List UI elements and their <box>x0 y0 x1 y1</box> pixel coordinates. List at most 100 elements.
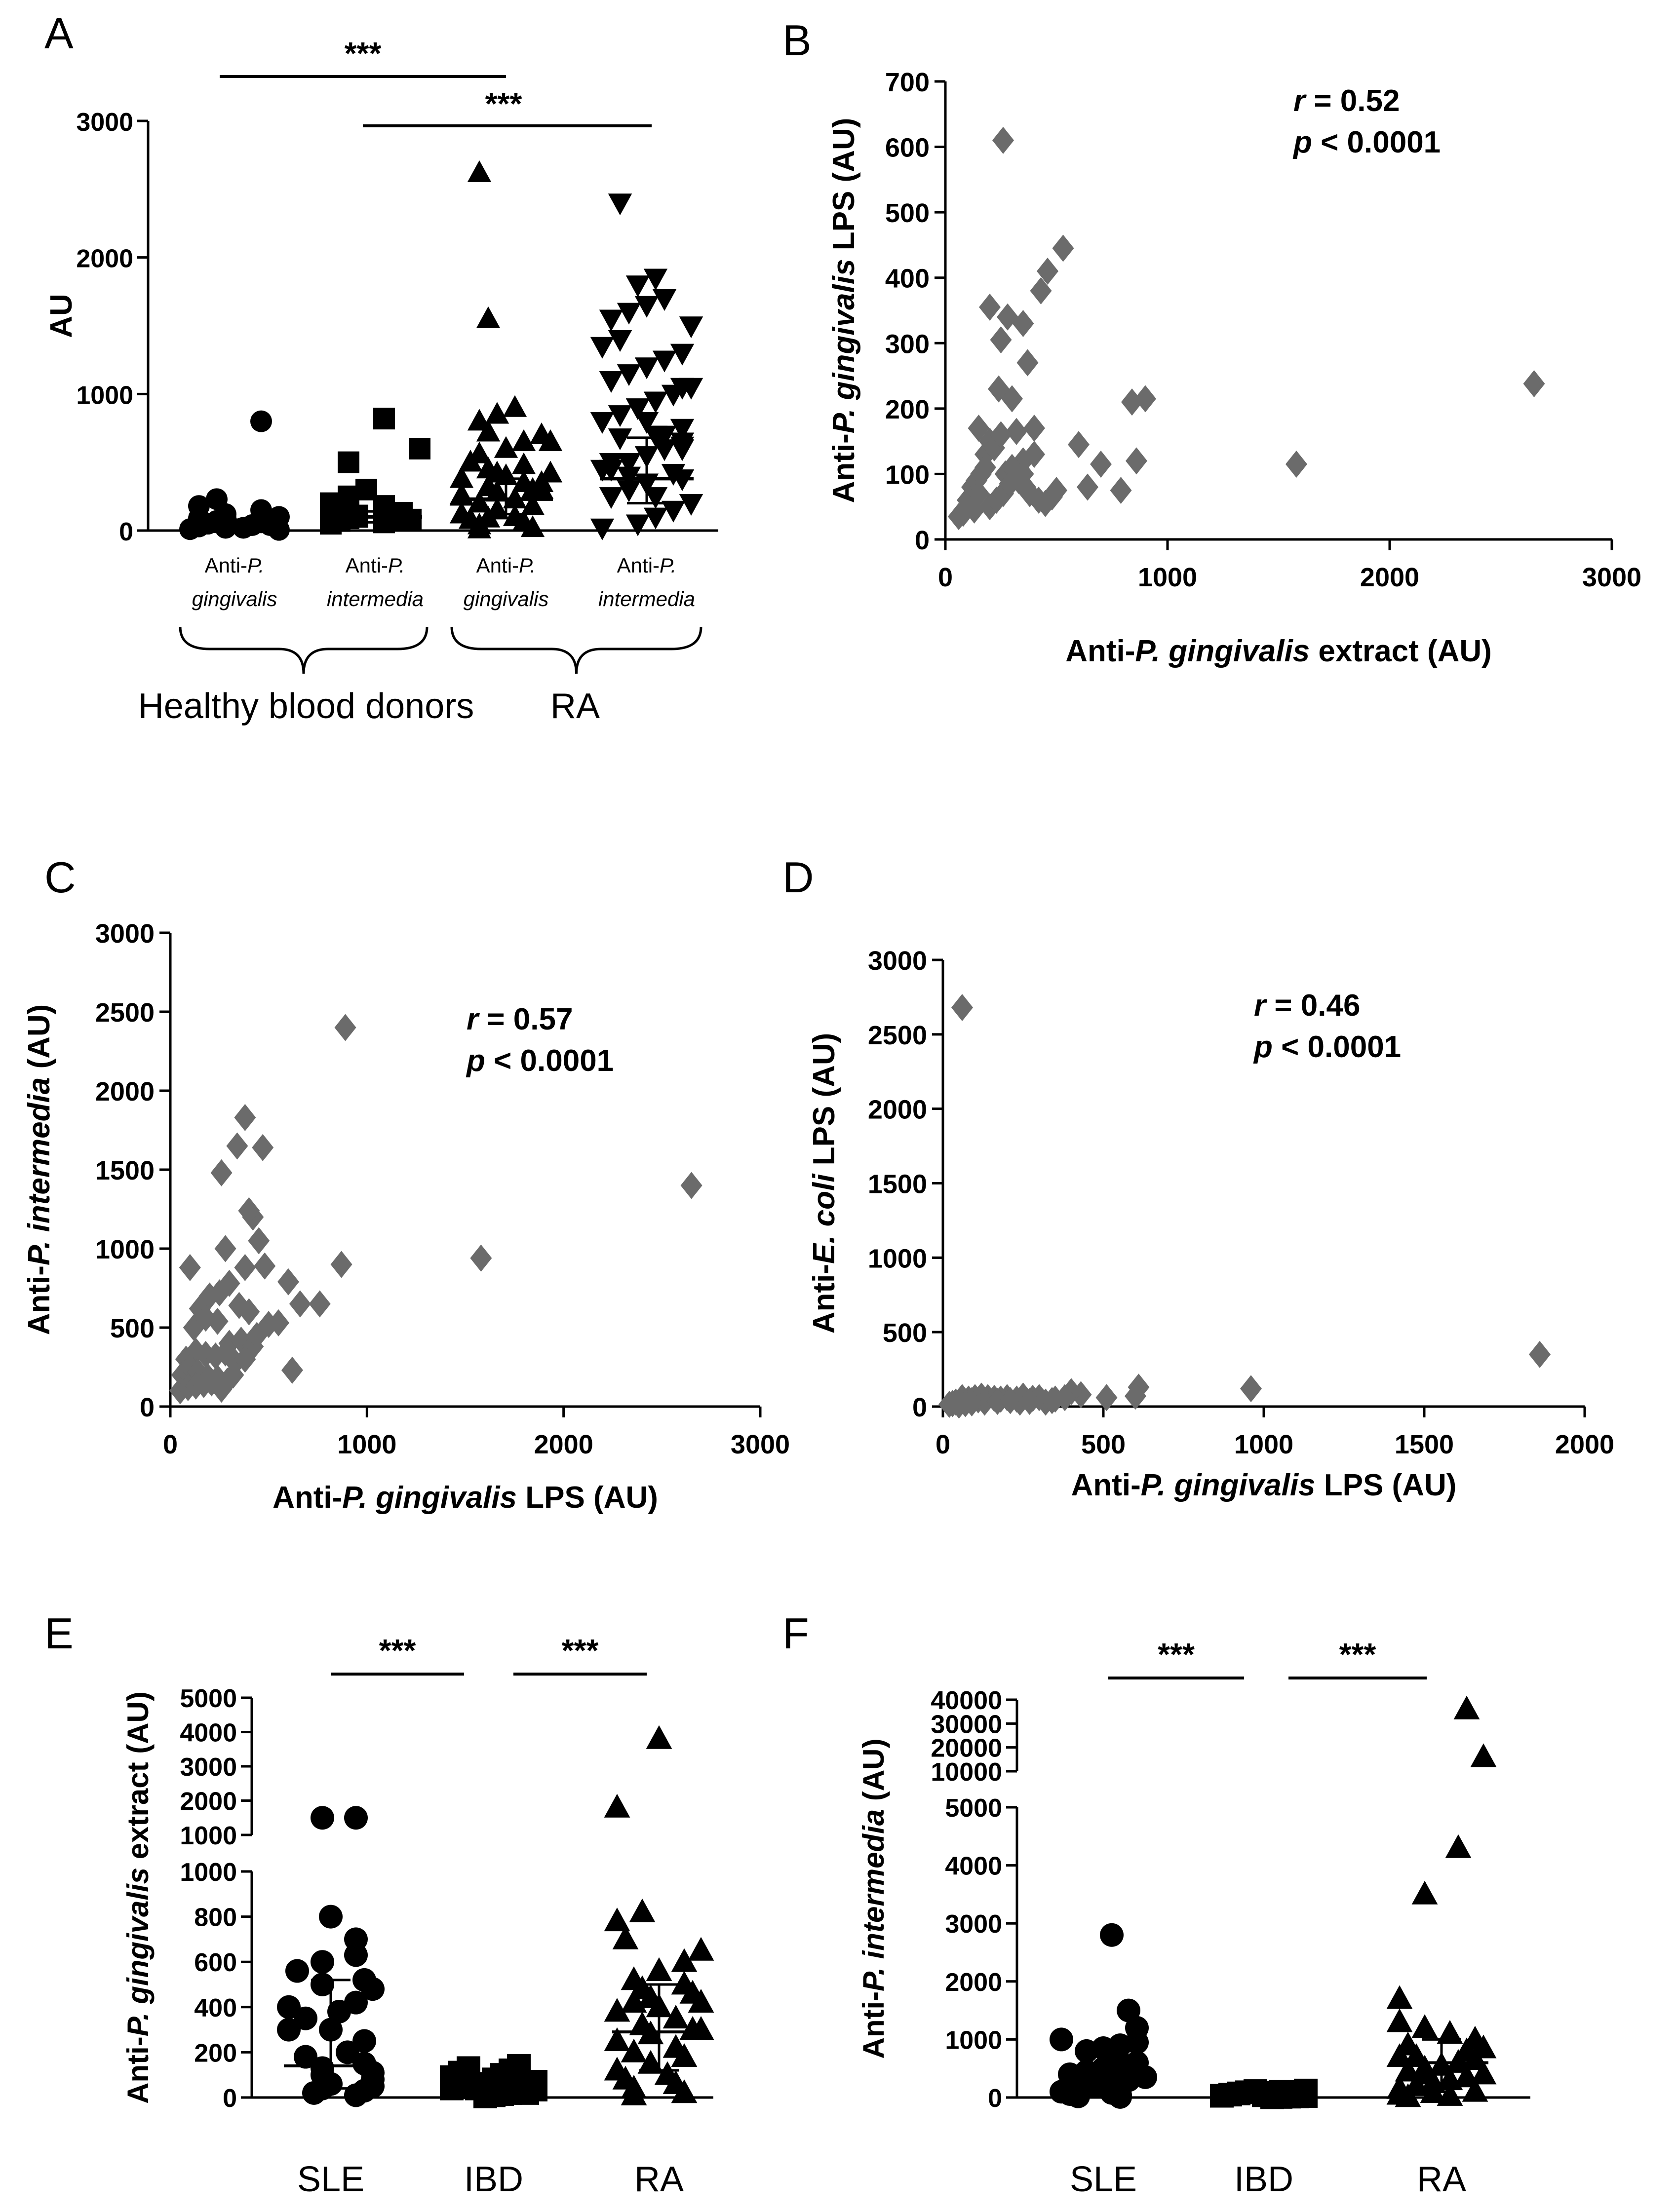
triangle-up-marker <box>467 516 492 538</box>
triangle-down-marker <box>652 289 677 311</box>
triangle-up-marker <box>621 1989 647 2013</box>
triangle-down-marker <box>608 193 632 216</box>
triangle-down-marker <box>599 487 624 509</box>
category-label: SLE <box>1070 2160 1137 2199</box>
triangle-down-marker <box>643 268 668 291</box>
y-axis-title: Anti-P. gingivalis LPS (AU) <box>827 118 861 503</box>
diamond-marker <box>238 1298 260 1326</box>
x-axis-title-part: P. gingivalis <box>342 1481 517 1515</box>
x-tick-label: 1500 <box>1395 1430 1454 1459</box>
x-tick-label: 0 <box>163 1430 178 1459</box>
x-axis-title-part: LPS (AU) <box>1316 1468 1457 1502</box>
triangle-up-marker <box>449 466 474 488</box>
y-axis-title-part: P. gingivalis <box>827 259 861 433</box>
y-tick-label: 10000 <box>931 1758 1002 1787</box>
p-annotation-part: p <box>466 1044 485 1078</box>
panel-label: C <box>44 853 76 902</box>
r-annotation-part: r <box>1254 989 1267 1023</box>
diamond-marker <box>218 1269 240 1297</box>
x-tick-label: 2000 <box>1555 1430 1614 1459</box>
x-tick-label: 1000 <box>1234 1430 1293 1459</box>
diamond-marker <box>254 1252 276 1280</box>
y-axis-title-part: Anti- <box>827 433 861 503</box>
triangle-down-marker <box>679 494 703 516</box>
y-tick-label: 1000 <box>868 1244 927 1273</box>
triangle-up-marker <box>1403 2043 1430 2067</box>
diamond-marker <box>990 421 1012 449</box>
group-label-part: P. <box>660 554 676 577</box>
y-tick-label: 1000 <box>95 1235 155 1264</box>
triangle-down-marker <box>625 275 650 298</box>
y-tick-label: 200 <box>885 395 930 424</box>
y-axis-title-part: Anti- <box>121 2036 155 2104</box>
y-tick-label: 3000 <box>945 1910 1002 1939</box>
x-tick-label: 3000 <box>731 1430 790 1459</box>
square-marker <box>440 2076 464 2100</box>
x-axis-title: Anti-P. gingivalis LPS (AU) <box>1071 1468 1457 1502</box>
y-tick-label: 2000 <box>95 1077 155 1106</box>
diamond-marker <box>309 1290 331 1318</box>
triangle-down-marker <box>643 487 668 509</box>
circle-marker <box>294 2006 317 2030</box>
significance-stars: *** <box>379 1633 416 1668</box>
panel-A: A0100020003000AUAnti-P.gingivalisAnti-P.… <box>44 9 718 726</box>
group-label: Anti-P. <box>476 554 536 577</box>
triangle-up-marker <box>503 395 527 417</box>
triangle-down-marker <box>643 507 668 530</box>
triangle-down-marker <box>643 391 668 414</box>
panel-label: A <box>44 9 74 58</box>
y-tick-label: 5000 <box>945 1794 1002 1823</box>
y-tick-label: 600 <box>885 133 930 163</box>
triangle-down-marker <box>590 337 615 359</box>
category-label: IBD <box>464 2160 523 2199</box>
p-annotation: p < 0.0001 <box>466 1044 614 1078</box>
diamond-marker <box>222 1361 244 1389</box>
group-label-line2: gingivalis <box>464 587 549 610</box>
x-tick-label: 2000 <box>534 1430 593 1459</box>
y-axis-title: Anti-E. coli LPS (AU) <box>807 1033 841 1334</box>
diamond-marker <box>277 1268 299 1296</box>
circle-marker <box>285 1959 309 1983</box>
diamond-marker <box>179 1254 201 1281</box>
triangle-up-marker <box>604 1793 630 1818</box>
x-axis-title-part: P. gingivalis <box>1141 1468 1316 1502</box>
y-axis-title: Anti-P. intermedia (AU) <box>857 1739 890 2059</box>
diamond-marker <box>1030 277 1052 305</box>
y-tick-label: 200 <box>194 2039 237 2067</box>
triangle-up-marker <box>1445 2049 1472 2073</box>
y-tick-label: 40000 <box>931 1686 1002 1715</box>
triangle-up-marker <box>1453 2063 1480 2088</box>
triangle-down-marker <box>599 371 624 393</box>
diamond-marker <box>1041 1387 1063 1414</box>
diamond-marker <box>226 1132 248 1160</box>
x-tick-label: 500 <box>1081 1430 1126 1459</box>
circle-marker <box>344 2083 368 2107</box>
y-axis-title-part: Anti- <box>857 1991 890 2059</box>
panel-B: B 0 100 200 300 400 500 600 700 0 1000 2000 3000 Anti… <box>782 16 1641 668</box>
x-axis-title-part: Anti- <box>273 1481 342 1515</box>
diamond-marker <box>1090 451 1112 478</box>
triangle-up-marker <box>467 160 492 182</box>
diamond-marker <box>214 1235 236 1262</box>
triangle-down-marker <box>634 296 659 318</box>
triangle-up-marker <box>1420 2079 1446 2103</box>
diamond-marker <box>258 1311 280 1338</box>
circle-marker <box>302 2081 326 2105</box>
significance-stars: *** <box>562 1633 599 1668</box>
triangle-up-marker <box>458 450 483 472</box>
p-annotation-part: < 0.0001 <box>1273 1030 1401 1064</box>
p-annotation: p < 0.0001 <box>1292 125 1441 159</box>
diamond-marker <box>1018 1387 1041 1415</box>
r-annotation: r = 0.46 <box>1254 989 1360 1023</box>
r-annotation-part: = 0.52 <box>1305 84 1400 118</box>
triangle-down-marker <box>652 439 677 461</box>
triangle-up-marker <box>646 1957 672 1981</box>
triangle-down-marker <box>608 330 632 352</box>
diamond-marker <box>1052 234 1074 262</box>
diamond-marker <box>961 1389 983 1416</box>
square-marker <box>1294 2082 1318 2106</box>
triangle-up-marker <box>511 429 536 451</box>
y-tick-label: 1500 <box>95 1156 155 1185</box>
diamond-marker <box>948 1391 970 1419</box>
diamond-marker <box>1006 418 1027 445</box>
